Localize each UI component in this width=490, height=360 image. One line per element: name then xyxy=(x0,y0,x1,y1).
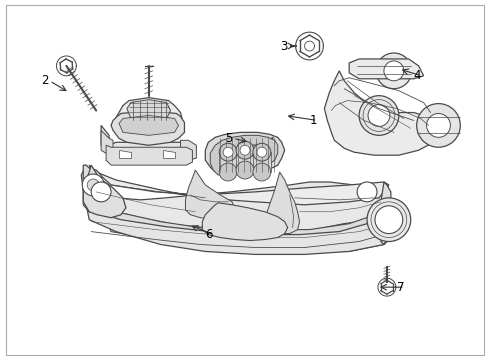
Polygon shape xyxy=(83,165,391,251)
Circle shape xyxy=(257,147,267,157)
Polygon shape xyxy=(89,165,389,205)
Polygon shape xyxy=(111,111,184,145)
Polygon shape xyxy=(127,100,171,122)
Polygon shape xyxy=(324,71,437,155)
Polygon shape xyxy=(236,150,254,170)
Circle shape xyxy=(427,113,450,137)
Polygon shape xyxy=(163,150,174,158)
Text: 4: 4 xyxy=(414,69,421,82)
Circle shape xyxy=(82,174,104,196)
Polygon shape xyxy=(119,116,178,135)
Polygon shape xyxy=(180,140,196,160)
Circle shape xyxy=(368,105,390,126)
Circle shape xyxy=(367,198,411,242)
Polygon shape xyxy=(205,132,285,174)
Polygon shape xyxy=(202,203,288,240)
Circle shape xyxy=(236,161,254,179)
Polygon shape xyxy=(119,150,131,158)
Text: 3: 3 xyxy=(280,40,287,53)
Polygon shape xyxy=(116,98,182,135)
Circle shape xyxy=(416,104,460,147)
Text: 7: 7 xyxy=(397,281,404,294)
Polygon shape xyxy=(265,172,299,234)
Text: 2: 2 xyxy=(42,74,49,87)
Polygon shape xyxy=(83,165,101,212)
Polygon shape xyxy=(253,152,271,172)
Text: 6: 6 xyxy=(205,228,213,241)
Polygon shape xyxy=(381,182,391,244)
Circle shape xyxy=(357,182,377,202)
Polygon shape xyxy=(83,165,126,218)
Circle shape xyxy=(219,143,237,161)
Circle shape xyxy=(253,163,271,181)
Circle shape xyxy=(223,147,233,157)
Polygon shape xyxy=(219,152,237,172)
Circle shape xyxy=(375,206,403,234)
Polygon shape xyxy=(349,59,424,79)
Circle shape xyxy=(240,145,250,155)
Circle shape xyxy=(384,61,404,81)
Circle shape xyxy=(376,53,412,89)
Polygon shape xyxy=(210,135,278,175)
Polygon shape xyxy=(185,170,235,220)
Circle shape xyxy=(87,179,99,191)
Polygon shape xyxy=(101,125,193,158)
Polygon shape xyxy=(81,165,391,231)
Circle shape xyxy=(236,141,254,159)
Polygon shape xyxy=(86,165,391,255)
Text: 1: 1 xyxy=(310,114,317,127)
Polygon shape xyxy=(101,130,113,155)
Text: 5: 5 xyxy=(225,132,233,145)
Circle shape xyxy=(219,163,237,181)
Circle shape xyxy=(91,182,111,202)
Circle shape xyxy=(359,96,399,135)
Circle shape xyxy=(253,143,271,161)
Polygon shape xyxy=(106,145,193,165)
